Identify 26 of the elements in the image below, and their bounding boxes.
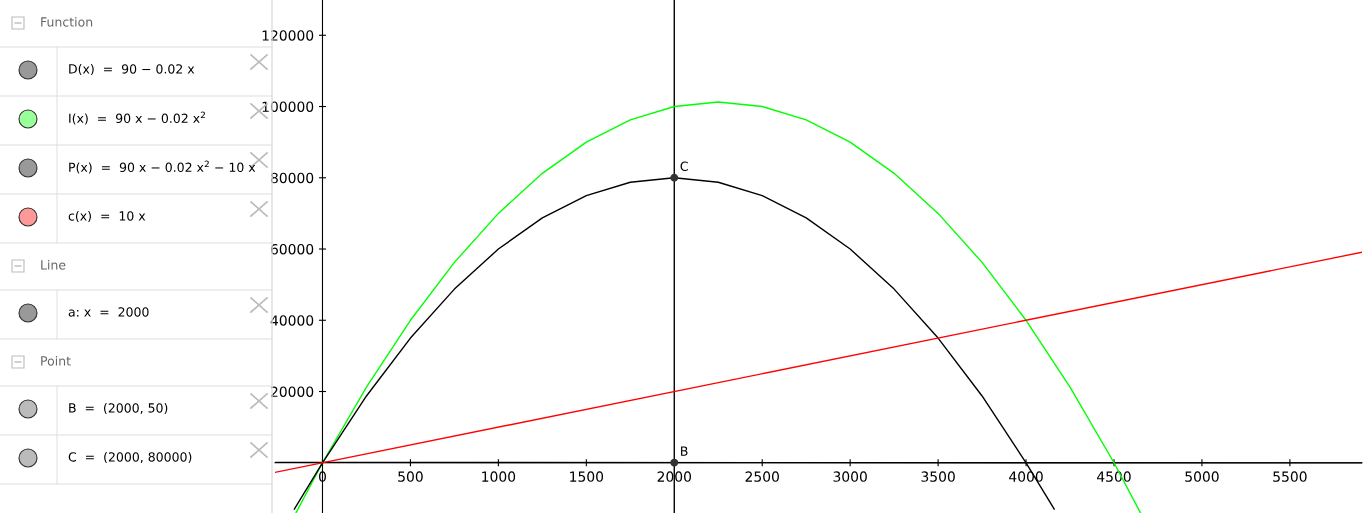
y-tick-label: 120000: [262, 30, 314, 41]
annotation: B: [681, 446, 688, 456]
text: Line: [41, 259, 66, 270]
y-tick-label: 60000: [270, 243, 314, 255]
y-tick-label: 100000: [262, 101, 314, 112]
text: C = (2000, 80000): [68, 451, 192, 464]
x-tick-label: 3000: [833, 471, 867, 482]
x-tick-label: 2500: [745, 471, 779, 482]
text: D(x) = 90 − 0.02 x: [69, 63, 195, 76]
text: Function: [41, 16, 93, 27]
text: I(x) = 90 x − 0.02 x$^{2}$: [69, 111, 205, 125]
text: Point: [41, 355, 71, 366]
text: a: x = 2000: [68, 307, 149, 317]
x-tick-label: 5500: [1273, 471, 1307, 482]
x-tick-label: 3500: [921, 471, 955, 482]
y-tick-label: 40000: [270, 315, 314, 326]
annotation: C: [680, 161, 688, 171]
y-tick-label: 80000: [270, 172, 314, 184]
text: B = (2000, 50): [69, 402, 168, 415]
x-tick-label: 1500: [570, 471, 604, 482]
y-tick-label: 20000: [270, 386, 314, 397]
x-tick-label: 1000: [482, 471, 516, 482]
text: P(x) = 90 x − 0.02 x$^{2}$ − 10 x: [69, 160, 256, 174]
x-tick-label: 5000: [1185, 471, 1219, 482]
text: c(x) = 10 x: [68, 210, 146, 223]
x-tick-label: 500: [398, 471, 423, 482]
